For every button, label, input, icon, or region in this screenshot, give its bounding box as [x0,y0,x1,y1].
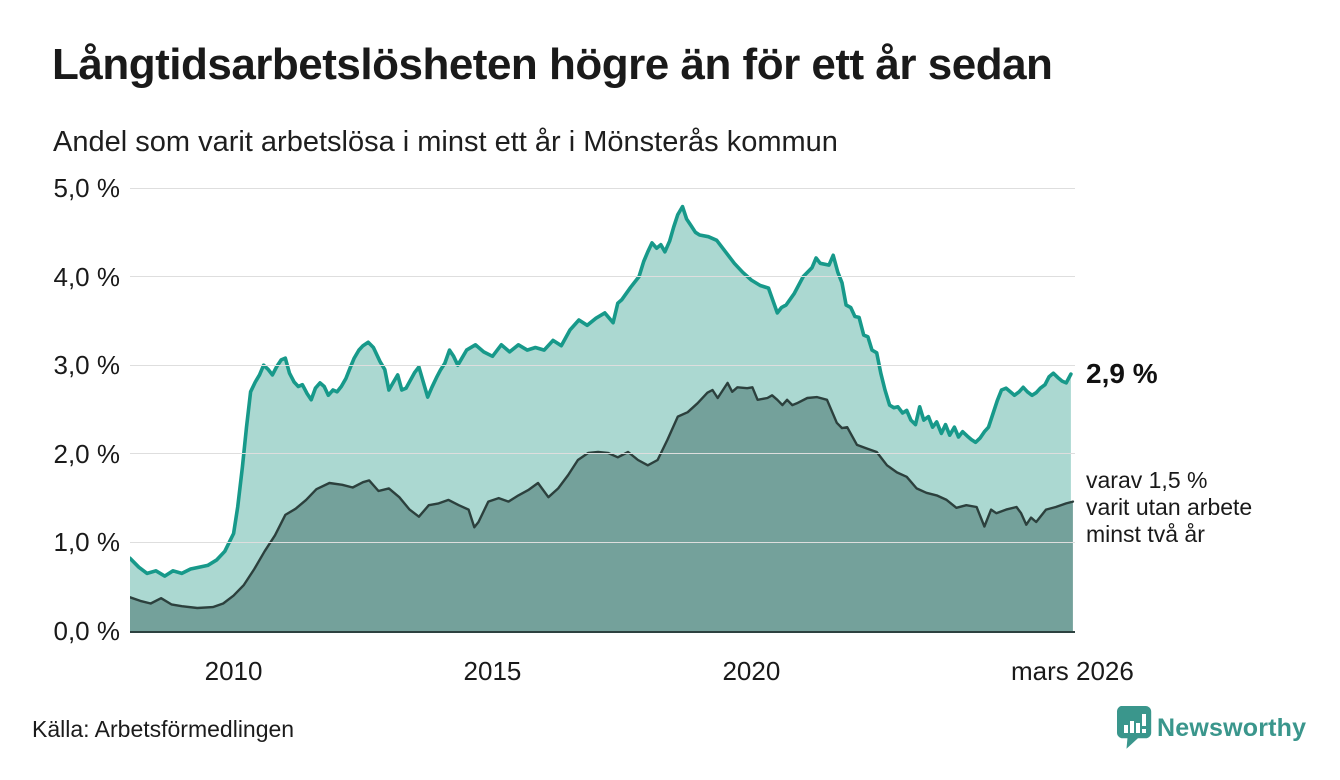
x-axis-tick-label: 2015 [463,656,522,686]
chart-svg [130,204,1075,631]
x-axis-baseline [130,631,1075,633]
page-title: Långtidsarbetslösheten högre än för ett … [52,40,1053,89]
gridline [130,453,1075,455]
chart-subtitle: Andel som varit arbetslösa i minst ett å… [53,126,838,158]
gridline [130,541,1075,543]
newsworthy-logo-icon [1117,706,1152,749]
series-area-1 [130,382,1073,631]
x-axis-tick-label: 2010 [204,656,263,686]
gridline [130,276,1075,278]
gridline [130,187,1075,189]
y-axis-tick-label: 1,0 % [53,527,121,558]
end-value-label: 2,9 % [1086,358,1158,389]
y-axis-tick-label: 0,0 % [53,616,121,646]
secondary-series-annotation: varav 1,5 % varit utan arbete minst två … [1086,467,1253,547]
series-line-1 [130,381,1075,610]
y-axis-tick-label: 4,0 % [53,261,121,292]
newsworthy-logo-text: Newsworthy [1157,714,1307,742]
x-axis-tick-label: mars 2026 [1010,656,1134,686]
y-axis-tick-label: 3,0 % [53,350,121,381]
x-axis-tick-label: 2020 [722,656,781,686]
source-caption: Källa: Arbetsförmedlingen [32,716,295,742]
y-axis-tick-label: 5,0 % [53,173,121,203]
y-axis-tick-label: 2,0 % [53,438,121,469]
gridline [130,364,1075,366]
series-line-0 [130,204,1073,578]
